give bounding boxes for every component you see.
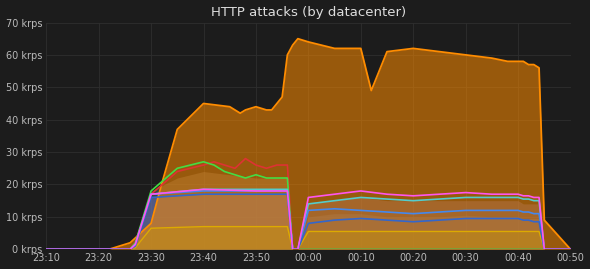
Title: HTTP attacks (by datacenter): HTTP attacks (by datacenter) xyxy=(211,6,406,19)
